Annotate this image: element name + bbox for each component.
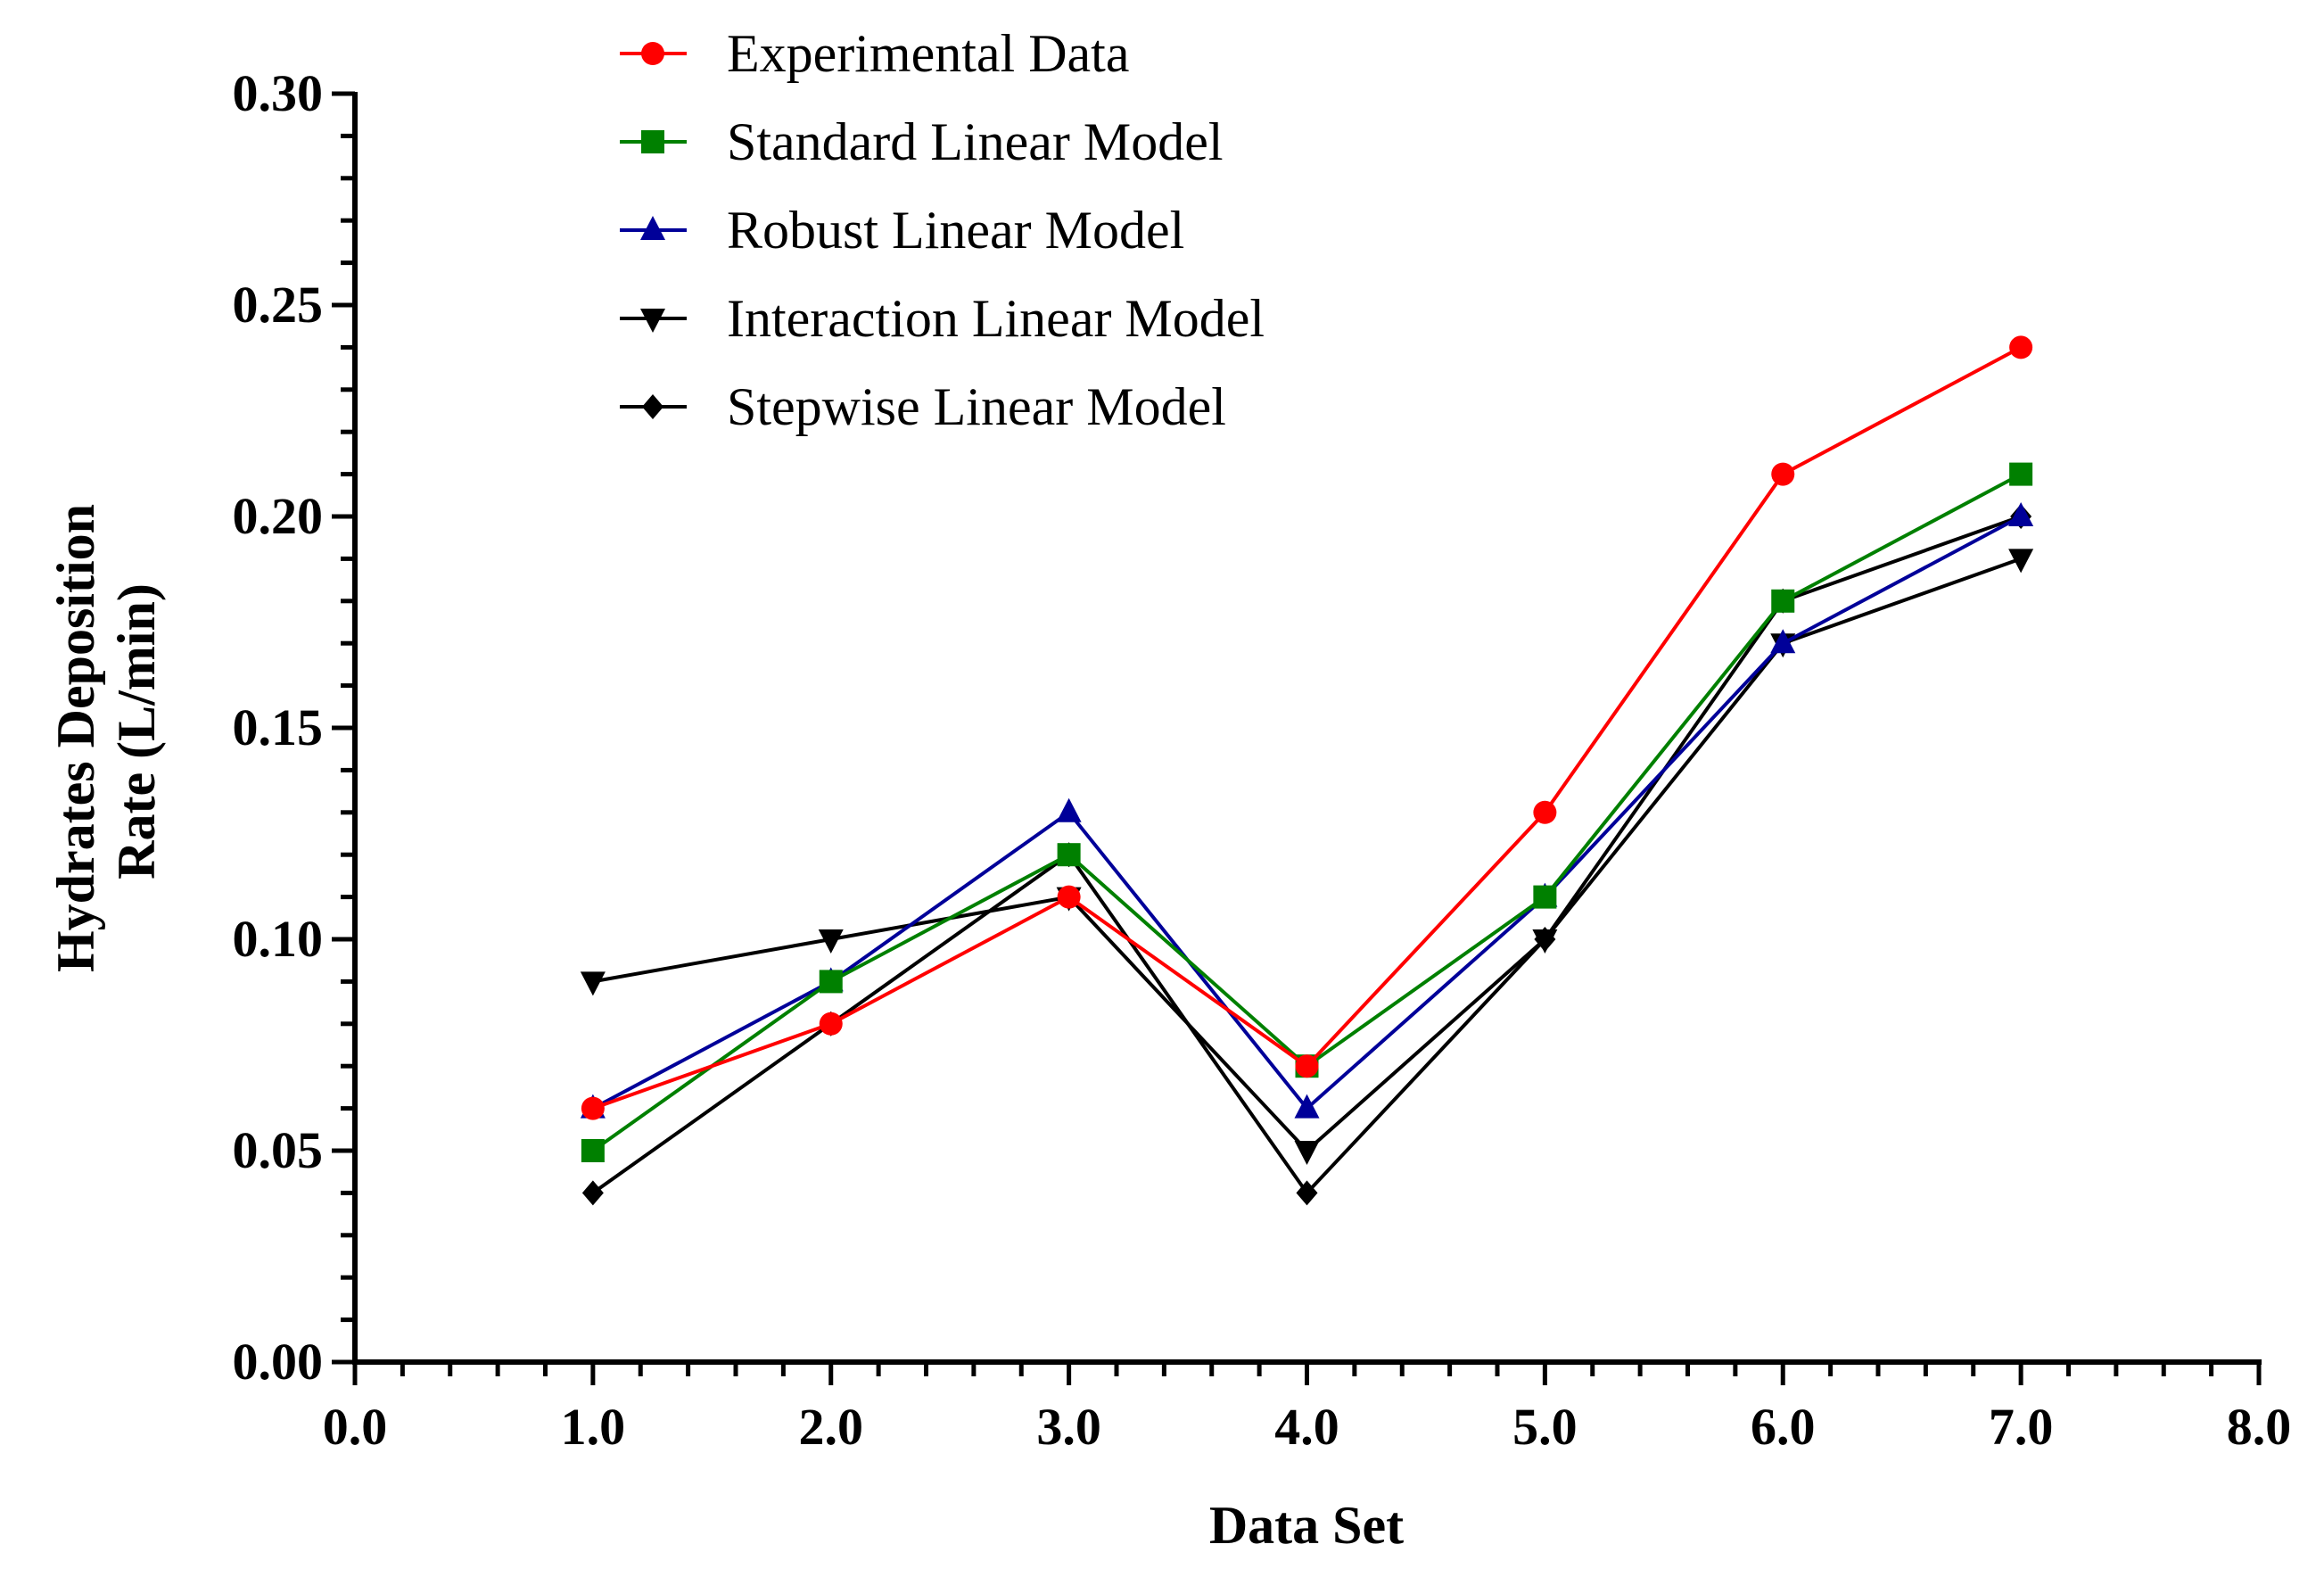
data-point: [818, 929, 844, 954]
y-tick-label: 0.30: [233, 64, 324, 122]
legend: Experimental Data Standard Linear Model Ro…: [620, 24, 1265, 436]
series-1: [581, 335, 2033, 1120]
legend-label: Robust Linear Model: [727, 201, 1184, 260]
data-point: [1771, 589, 1795, 613]
legend-item: Interaction Linear Model: [620, 289, 1265, 348]
data-point: [1296, 1180, 1318, 1206]
y-tick-label: 0.05: [233, 1121, 324, 1179]
legend-label: Standard Linear Model: [727, 112, 1224, 171]
y-tick-label: 0.10: [233, 910, 324, 968]
y-axis-title: Hydrates Deposition Rate (L/min): [46, 491, 166, 972]
data-point: [1294, 1141, 1320, 1165]
series-3: [580, 502, 2034, 1119]
series-layer: [580, 335, 2034, 1206]
data-point: [2009, 462, 2033, 486]
legend-marker: [642, 394, 663, 419]
legend-marker: [641, 130, 664, 153]
legend-label: Interaction Linear Model: [727, 289, 1265, 348]
x-tick-label: 5.0: [1512, 1398, 1578, 1456]
x-tick-label: 6.0: [1751, 1398, 1816, 1456]
data-point: [1533, 800, 1557, 824]
legend-item: Experimental Data: [620, 24, 1129, 83]
legend-marker: [640, 216, 665, 240]
legend-marker: [640, 309, 665, 333]
y-axis-title-line2: Rate (L/min): [107, 583, 166, 879]
x-tick-label: 1.0: [561, 1398, 626, 1456]
data-point: [2008, 549, 2034, 574]
data-point: [819, 1012, 843, 1036]
data-point: [1770, 629, 1796, 654]
legend-label: Experimental Data: [727, 24, 1129, 83]
x-axis-title: Data Set: [1209, 1496, 1404, 1555]
legend-item: Robust Linear Model: [620, 201, 1184, 260]
x-tick-label: 4.0: [1274, 1398, 1339, 1456]
data-point: [1057, 843, 1081, 867]
y-tick-label: 0.00: [233, 1333, 324, 1391]
data-point: [819, 970, 843, 994]
data-point: [1532, 929, 1558, 954]
x-tick-label: 7.0: [1989, 1398, 2054, 1456]
x-tick-label: 0.0: [323, 1398, 388, 1456]
data-point: [581, 1180, 604, 1206]
y-tick-label: 0.20: [233, 487, 324, 545]
legend-item: Standard Linear Model: [620, 112, 1224, 171]
data-point: [1057, 885, 1081, 909]
data-point: [580, 971, 606, 996]
legend-marker: [641, 42, 664, 65]
legend-label: Stepwise Linear Model: [727, 377, 1226, 436]
data-point: [1533, 885, 1557, 909]
axes: 0.00 0.05 0.10 0.15 0.20 0.25 0.30 0.0 1.0 2.0 3.0…: [233, 64, 2292, 1456]
data-point: [2008, 502, 2034, 526]
legend-item: Stepwise Linear Model: [620, 377, 1226, 436]
data-point: [1294, 1094, 1320, 1119]
data-point: [2009, 335, 2033, 359]
series-line: [591, 472, 2023, 1152]
series-line: [591, 515, 2022, 1196]
y-tick-label: 0.15: [233, 698, 324, 756]
y-axis-title-line1: Hydrates Deposition: [46, 504, 105, 972]
x-tick-label: 3.0: [1036, 1398, 1101, 1456]
data-point: [581, 1139, 605, 1162]
data-point: [581, 1096, 605, 1120]
data-point: [1295, 1054, 1319, 1078]
data-point: [1771, 462, 1795, 486]
data-point: [1056, 797, 1082, 822]
x-tick-label: 2.0: [799, 1398, 864, 1456]
y-tick-label: 0.25: [233, 276, 324, 334]
x-tick-label: 8.0: [2227, 1398, 2292, 1456]
series-line: [591, 515, 2023, 1111]
